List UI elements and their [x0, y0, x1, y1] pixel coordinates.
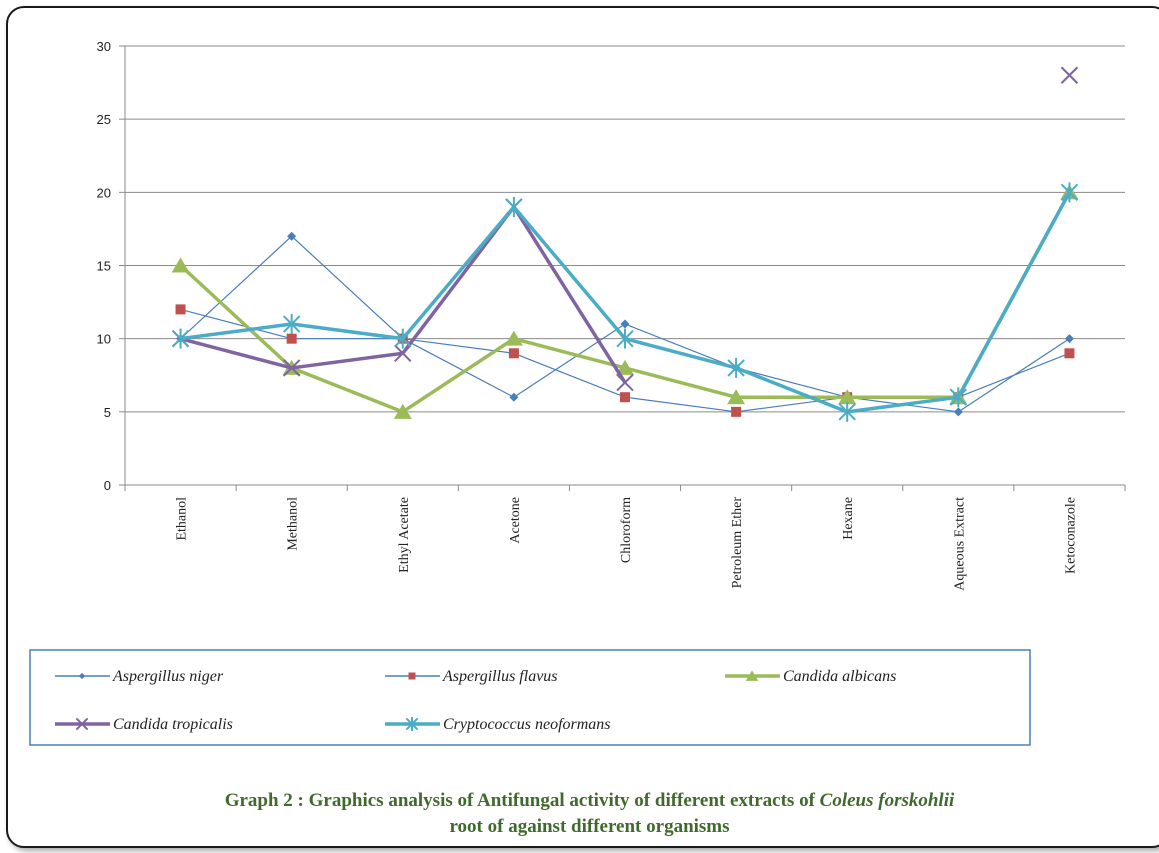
x-tick-label: Ethyl Acetate	[397, 497, 412, 573]
legend-entry: Cryptococcus neoformans	[385, 716, 611, 733]
data-point	[505, 196, 523, 217]
series-layer	[171, 66, 1079, 422]
data-point	[620, 319, 630, 329]
caption-line-2: root of against different organisms	[449, 816, 730, 837]
y-tick-label: 20	[97, 185, 111, 200]
x-tick-label: Acetone	[508, 497, 523, 544]
data-point	[509, 392, 519, 402]
y-tick-label: 10	[97, 332, 111, 347]
x-tick-label: Methanol	[286, 497, 301, 551]
data-point	[286, 333, 297, 344]
legend-label: Cryptococcus neoformans	[443, 716, 611, 733]
data-point	[282, 359, 301, 377]
data-point	[1060, 182, 1079, 203]
series-cryptococcus-neoformans	[171, 182, 1079, 422]
x-tick-label: Chloroform	[619, 497, 634, 563]
y-tick-label: 25	[97, 112, 111, 127]
data-point	[171, 257, 190, 273]
x-tick-label: Aqueous Extract	[952, 497, 967, 591]
y-axis: 0 5 10 15 20 25 30	[97, 39, 126, 493]
y-tick-label: 15	[97, 259, 111, 274]
data-point	[838, 401, 856, 422]
data-point	[175, 304, 186, 315]
line-chart: 0 5 10 15 20 25 30 Ethanol Methanol Ethyl Acetat…	[29, 39, 1126, 746]
y-tick-label: 30	[97, 39, 111, 54]
legend-entry: Candida albicans	[725, 668, 896, 685]
data-point	[282, 314, 301, 335]
data-point	[616, 328, 634, 349]
legend-entry: Aspergillus niger	[55, 668, 224, 685]
data-point	[394, 328, 412, 349]
data-point	[504, 330, 523, 346]
legend-box	[29, 649, 1031, 746]
data-point	[616, 359, 634, 375]
data-point	[393, 403, 412, 419]
legend-swatch-marker	[405, 717, 419, 731]
x-tick-label: Petroleum Ether	[730, 497, 745, 589]
figure-caption: Graph 2 : Graphics analysis of Antifunga…	[20, 788, 1159, 840]
x-tick-label: Ketoconazole	[1063, 497, 1078, 574]
data-point	[1060, 66, 1079, 84]
x-tick-label: Hexane	[841, 497, 856, 540]
data-point	[1064, 334, 1074, 344]
data-point	[731, 406, 742, 417]
y-tick-label: 0	[104, 478, 111, 493]
legend-entry: Candida tropicalis	[55, 716, 233, 733]
data-point	[949, 387, 968, 408]
caption-species-name: Coleus forskohlii	[819, 790, 955, 811]
legend-swatch-marker	[78, 672, 86, 680]
series-line	[180, 205, 627, 384]
data-point	[727, 357, 745, 378]
series-aspergillus-niger	[176, 231, 1074, 417]
legend-label: Aspergillus niger	[112, 668, 224, 685]
legend-label: Aspergillus flavus	[442, 668, 558, 685]
data-point	[171, 328, 190, 349]
legend-swatch-marker	[75, 717, 89, 731]
y-tick-label: 5	[104, 405, 111, 420]
x-tick-label: Ethanol	[175, 497, 190, 541]
data-point	[287, 231, 297, 241]
caption-line-1: Graph 2 : Graphics analysis of Antifunga…	[20, 788, 1159, 814]
legend-entry: Aspergillus flavus	[385, 668, 558, 685]
legend-swatch-marker	[745, 670, 759, 681]
data-point	[953, 407, 963, 417]
data-point	[508, 348, 519, 359]
caption-line-1-text: Graph 2 : Graphics analysis of Antifunga…	[224, 790, 820, 811]
legend-swatch-marker	[408, 672, 416, 680]
gridlines	[125, 45, 1125, 486]
data-point	[838, 389, 857, 405]
data-point	[620, 392, 630, 403]
legend: Aspergillus niger Aspergillus flavus Candi…	[55, 668, 896, 733]
legend-label: Candida tropicalis	[113, 716, 233, 733]
series-line	[180, 191, 1071, 414]
series-line	[179, 191, 1071, 414]
data-point	[394, 344, 412, 363]
data-point	[1064, 348, 1075, 359]
x-axis: Ethanol Methanol Ethyl Acetate Acetone Chlor…	[124, 485, 1126, 591]
data-point	[616, 373, 634, 392]
data-point	[727, 389, 746, 405]
legend-label: Candida albicans	[783, 668, 896, 685]
